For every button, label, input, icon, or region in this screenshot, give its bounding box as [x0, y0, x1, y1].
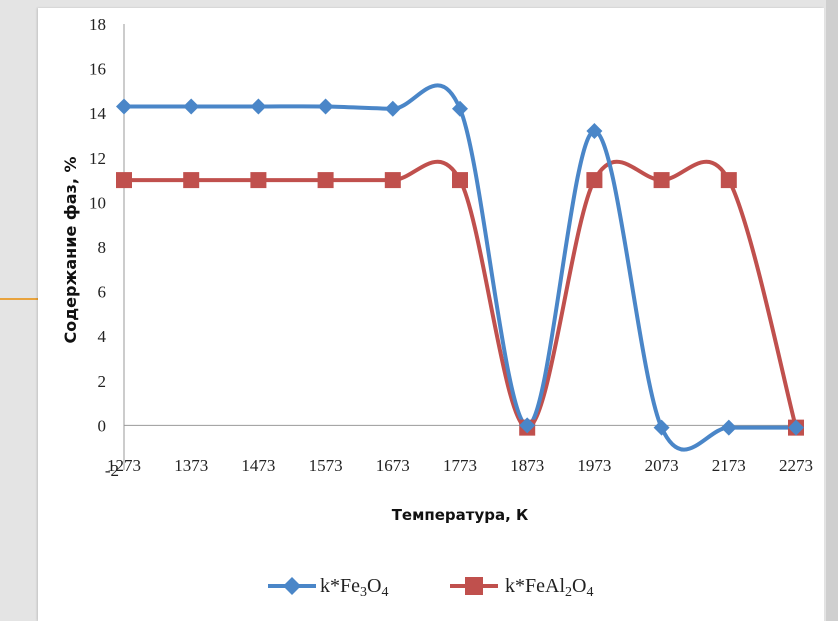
x-tick-label: 2073	[645, 456, 679, 475]
y-tick-label: 14	[89, 104, 107, 123]
y-tick-label: 2	[98, 372, 107, 391]
series-line-1	[123, 159, 798, 430]
data-point-square	[720, 172, 737, 189]
y-tick-label: 16	[89, 60, 106, 79]
data-point-square	[452, 172, 468, 189]
legend-label-1: k*FeAl2O4	[505, 575, 593, 600]
data-point-square	[384, 172, 401, 189]
data-point-square	[250, 172, 267, 189]
series-markers	[116, 98, 804, 436]
data-point-square	[653, 172, 670, 189]
data-point-diamond	[653, 419, 670, 436]
x-tick-label: 2273	[779, 456, 813, 475]
x-tick-label: 1473	[241, 456, 275, 475]
data-point-diamond	[183, 98, 200, 115]
x-axis-ticks: 1273 1373 1473 1573 1673 1773 1873 1973 2073 2173…	[107, 456, 813, 475]
data-point-square	[183, 172, 200, 189]
x-tick-label: 2173	[712, 456, 746, 475]
y-tick-label: 18	[89, 15, 106, 34]
x-tick-label: 1773	[443, 456, 477, 475]
data-point-diamond	[452, 100, 468, 117]
accent-line	[0, 298, 40, 300]
y-tick-label: 0	[98, 416, 107, 435]
slide-edge	[826, 0, 838, 621]
y-tick-label: -2	[105, 461, 119, 480]
x-tick-label: 1873	[510, 456, 544, 475]
data-point-diamond	[586, 123, 603, 140]
data-point-diamond	[250, 98, 267, 115]
y-tick-label: 10	[89, 193, 106, 212]
y-tick-label: 6	[98, 283, 107, 302]
y-tick-label: 4	[98, 327, 107, 346]
x-tick-label: 1673	[376, 456, 410, 475]
series-lines	[123, 83, 798, 452]
data-point-diamond	[519, 417, 536, 434]
legend-label-0: k*Fe3O4	[320, 575, 388, 600]
data-point-square	[317, 172, 334, 189]
y-axis-label: Содержание фаз, %	[61, 156, 80, 343]
series-line-0	[124, 83, 796, 452]
y-tick-label: 8	[98, 238, 107, 257]
legend: k*Fe3O4 k*FeAl2O4	[268, 575, 593, 600]
data-point-diamond	[317, 98, 334, 115]
y-axis-ticks: -2 0 2 4 6 8 10 12 14 16 18	[89, 15, 119, 480]
legend-marker-square	[465, 577, 483, 595]
data-point-diamond	[116, 98, 132, 115]
data-point-diamond	[384, 100, 401, 117]
data-point-diamond	[720, 419, 737, 436]
data-point-square	[116, 172, 132, 189]
y-tick-label: 12	[89, 149, 106, 168]
x-tick-label: 1973	[577, 456, 611, 475]
chart-panel	[38, 8, 824, 621]
data-point-diamond	[788, 419, 804, 436]
x-tick-label: 1573	[309, 456, 343, 475]
x-tick-label: 1373	[174, 456, 208, 475]
data-point-square	[586, 172, 603, 189]
x-axis-label: Температура, К	[392, 506, 529, 524]
legend-marker-diamond	[283, 577, 301, 595]
